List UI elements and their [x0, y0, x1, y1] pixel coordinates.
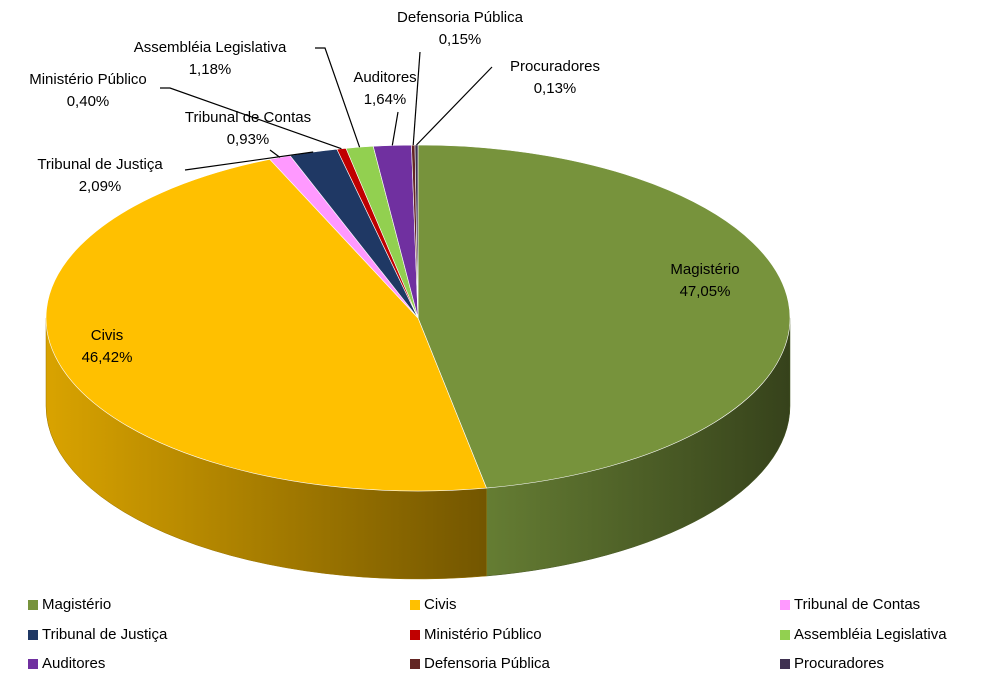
legend-swatch [780, 600, 790, 610]
label-value: 1,18% [189, 61, 232, 78]
legend: Magistério Civis Tribunal de Contas Tribuna… [28, 596, 947, 672]
legend-label: Procuradores [794, 655, 884, 672]
leader-line [184, 151, 314, 171]
leader-line [269, 149, 281, 158]
leader-line [160, 87, 342, 150]
label-value: 47,05% [680, 283, 731, 300]
slice [414, 144, 419, 319]
slices [45, 144, 791, 492]
leader-line [315, 47, 361, 148]
label-name: Magistério [670, 261, 739, 278]
legend-label: Auditores [42, 655, 105, 672]
label-name: Ministério Público [29, 71, 147, 88]
label-name: Civis [91, 327, 124, 344]
legend-label: Defensoria Pública [424, 655, 551, 672]
legend-label: Magistério [42, 596, 111, 613]
label-value: 2,09% [79, 178, 122, 195]
slice [45, 158, 487, 492]
legend-label: Civis [424, 596, 457, 613]
legend-swatch [28, 659, 38, 669]
legend-label: Ministério Público [424, 626, 542, 643]
label-name: Procuradores [510, 58, 600, 75]
label-value: 0,40% [67, 93, 110, 110]
label-value: 0,13% [534, 80, 577, 97]
label-name: Tribunal de Justiça [37, 156, 163, 173]
leader-line [391, 111, 399, 146]
legend-label: Tribunal de Justiça [42, 626, 168, 643]
legend-swatch [410, 600, 420, 610]
legend-swatch [28, 630, 38, 640]
label-value: 0,93% [227, 131, 270, 148]
label-name: Tribunal de Contas [185, 109, 311, 126]
label-name: Assembléia Legislativa [134, 39, 287, 56]
legend-swatch [410, 659, 420, 669]
legend-label: Assembléia Legislativa [794, 626, 947, 643]
label-value: 46,42% [82, 349, 133, 366]
legend-swatch [780, 630, 790, 640]
leader-line [412, 51, 421, 146]
legend-swatch [28, 600, 38, 610]
leader-line [416, 66, 493, 146]
legend-swatch [780, 659, 790, 669]
label-name: Auditores [353, 69, 416, 86]
legend-label: Tribunal de Contas [794, 596, 920, 613]
label-name: Defensoria Pública [397, 9, 524, 26]
legend-swatch [410, 630, 420, 640]
slice [417, 144, 791, 489]
label-value: 0,15% [439, 31, 482, 48]
labels: Magistério 47,05% Civis 46,42% Tribunal de C… [29, 9, 739, 366]
label-value: 1,64% [364, 91, 407, 108]
